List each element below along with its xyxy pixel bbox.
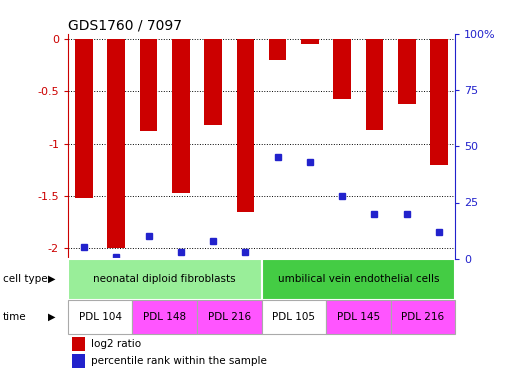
Text: ▶: ▶ bbox=[48, 312, 55, 322]
Text: PDL 145: PDL 145 bbox=[337, 312, 380, 322]
Text: neonatal diploid fibroblasts: neonatal diploid fibroblasts bbox=[94, 274, 236, 284]
Bar bbox=[72, 354, 85, 368]
Bar bbox=[72, 337, 85, 351]
Text: PDL 105: PDL 105 bbox=[272, 312, 315, 322]
Text: time: time bbox=[3, 312, 26, 322]
Bar bbox=[262, 300, 326, 334]
Bar bbox=[430, 39, 448, 165]
Text: cell type: cell type bbox=[3, 274, 47, 284]
Text: GDS1760 / 7097: GDS1760 / 7097 bbox=[68, 19, 182, 33]
Bar bbox=[398, 39, 415, 104]
Bar bbox=[366, 39, 383, 130]
Text: PDL 148: PDL 148 bbox=[143, 312, 186, 322]
Bar bbox=[197, 300, 262, 334]
Bar bbox=[75, 39, 93, 198]
Bar bbox=[262, 259, 455, 300]
Bar bbox=[140, 39, 157, 131]
Text: umbilical vein endothelial cells: umbilical vein endothelial cells bbox=[278, 274, 439, 284]
Bar bbox=[132, 300, 197, 334]
Bar bbox=[333, 39, 351, 99]
Text: PDL 104: PDL 104 bbox=[79, 312, 122, 322]
Bar bbox=[68, 300, 132, 334]
Bar bbox=[172, 39, 190, 193]
Bar bbox=[204, 39, 222, 125]
Bar bbox=[236, 39, 254, 212]
Bar bbox=[108, 39, 125, 248]
Bar bbox=[301, 39, 319, 44]
Text: percentile rank within the sample: percentile rank within the sample bbox=[91, 356, 267, 366]
Bar bbox=[391, 300, 455, 334]
Text: ▶: ▶ bbox=[48, 274, 55, 284]
Bar bbox=[68, 259, 262, 300]
Bar bbox=[269, 39, 287, 60]
Bar bbox=[326, 300, 391, 334]
Text: log2 ratio: log2 ratio bbox=[91, 339, 141, 349]
Text: PDL 216: PDL 216 bbox=[208, 312, 251, 322]
Text: PDL 216: PDL 216 bbox=[401, 312, 445, 322]
